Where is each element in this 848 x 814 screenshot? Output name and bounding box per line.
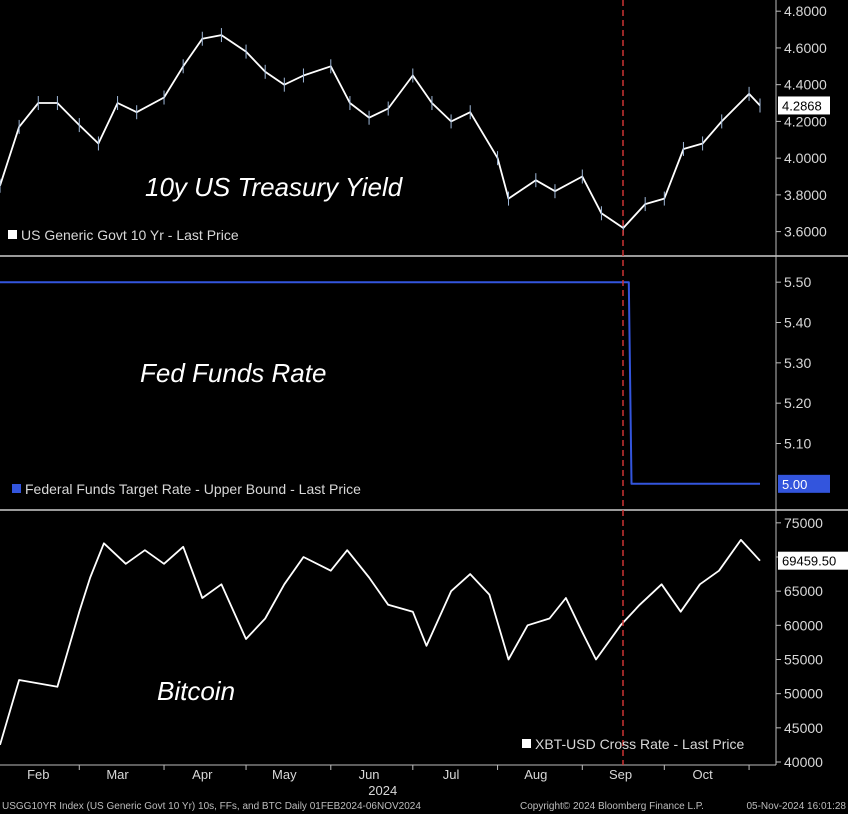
x-tick-label: Sep — [609, 767, 632, 782]
last-price-box — [778, 474, 830, 493]
y-tick-label: 4.4000 — [784, 77, 827, 93]
y-tick-label: 75000 — [784, 515, 823, 531]
y-tick-label: 40000 — [784, 754, 823, 770]
y-tick-label: 60000 — [784, 617, 823, 633]
y-tick-label: 4.0000 — [784, 150, 827, 166]
y-tick-label: 50000 — [784, 686, 823, 702]
y-tick-label: 5.20 — [784, 395, 811, 411]
last-price-box — [778, 96, 830, 115]
series-line — [0, 281, 760, 485]
x-tick-label: Aug — [524, 767, 547, 782]
fed-funds-legend: Federal Funds Target Rate - Upper Bound … — [25, 481, 361, 497]
last-price-box — [778, 551, 848, 570]
x-tick-label: Apr — [192, 767, 213, 782]
x-tick-label: Jul — [443, 767, 460, 782]
y-tick-label: 5.50 — [784, 274, 811, 290]
series-line — [0, 539, 761, 746]
y-tick-label: 4.8000 — [784, 3, 827, 19]
series-line — [0, 34, 761, 229]
x-tick-label: Feb — [27, 767, 49, 782]
footer-center: Copyright© 2024 Bloomberg Finance L.P. — [520, 801, 704, 812]
y-tick-label: 5.10 — [784, 436, 811, 452]
y-tick-label: 5.40 — [784, 315, 811, 331]
y-tick-label: 5.30 — [784, 355, 811, 371]
y-tick-label: 4.6000 — [784, 40, 827, 56]
treasury-title: 10y US Treasury Yield — [145, 172, 404, 202]
bitcoin-legend-swatch — [522, 739, 531, 748]
bitcoin-panel: 7500070000650006000055000500004500040000… — [0, 515, 848, 770]
last-price-label: 69459.50 — [782, 554, 836, 569]
last-price-label: 5.00 — [782, 477, 807, 492]
y-tick-label: 55000 — [784, 652, 823, 668]
bitcoin-legend: XBT-USD Cross Rate - Last Price — [535, 736, 744, 752]
y-tick-label: 4.2000 — [784, 113, 827, 129]
y-tick-label: 3.8000 — [784, 187, 827, 203]
treasury-legend-swatch — [8, 230, 17, 239]
x-tick-label: May — [272, 767, 297, 782]
x-tick-label: Jun — [359, 767, 380, 782]
y-tick-label: 65000 — [784, 583, 823, 599]
footer-right: 05-Nov-2024 16:01:28 — [746, 801, 846, 812]
x-axis: Feb Mar Apr May Jun Jul Aug Sep Oct 2024 — [0, 764, 776, 798]
x-tick-label: Oct — [692, 767, 713, 782]
bitcoin-title: Bitcoin — [157, 676, 235, 706]
fed-funds-title: Fed Funds Rate — [140, 358, 326, 388]
treasury-panel: 4.8000 4.6000 4.4000 4.2000 4.0000 3.8000 3.60… — [0, 3, 830, 240]
x-tick-label: Mar — [106, 767, 129, 782]
x-year-label: 2024 — [368, 783, 397, 798]
fed-funds-panel: 5.50 5.40 5.30 5.20 5.10 5.00 — [0, 274, 830, 493]
fed-legend-swatch — [12, 484, 21, 493]
treasury-legend: US Generic Govt 10 Yr - Last Price — [21, 227, 239, 243]
last-price-label: 4.2868 — [782, 98, 822, 113]
footer-left: USGG10YR Index (US Generic Govt 10 Yr) 1… — [2, 801, 421, 812]
y-tick-label: 3.6000 — [784, 224, 827, 240]
y-tick-label: 45000 — [784, 720, 823, 736]
